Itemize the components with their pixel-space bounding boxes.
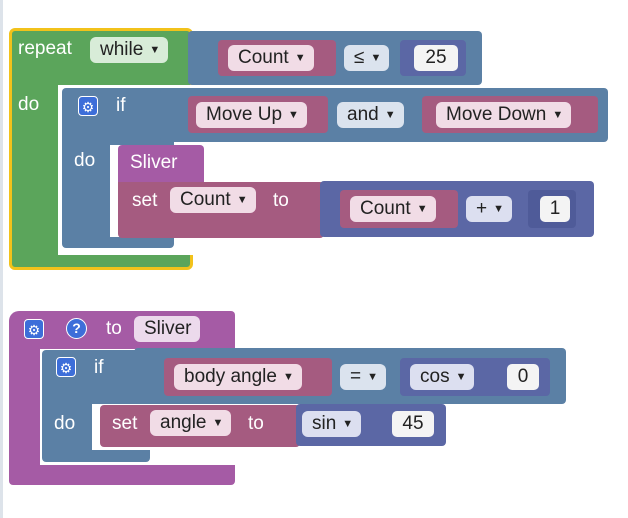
sin-function-value: sin: [312, 413, 337, 434]
cos-function-dropdown[interactable]: cos ▼: [410, 364, 475, 390]
repeat-mode-value: while: [100, 39, 144, 60]
move-down-dropdown[interactable]: Move Down ▼: [436, 102, 572, 128]
if-do-label: do: [74, 150, 96, 171]
chevron-down-icon: ▼: [493, 203, 504, 215]
body-angle-dropdown[interactable]: body angle ▼: [174, 364, 302, 390]
gear-icon[interactable]: ⚙: [78, 96, 98, 116]
chevron-down-icon: ▼: [294, 52, 306, 64]
set-count-variable-dropdown[interactable]: Count ▼: [170, 187, 256, 213]
body-angle-value: body angle: [184, 366, 277, 387]
equals-operator-dropdown[interactable]: = ▼: [340, 364, 386, 390]
workspace-edge: [0, 0, 3, 518]
number-input-45[interactable]: 45: [392, 411, 434, 437]
chevron-down-icon: ▼: [367, 371, 378, 383]
chevron-down-icon: ▼: [282, 371, 294, 383]
chevron-down-icon: ▼: [236, 194, 248, 206]
compare-operator-dropdown[interactable]: ≤ ▼: [344, 45, 390, 71]
chevron-down-icon: ▼: [552, 109, 564, 121]
set-angle-variable-dropdown[interactable]: angle ▼: [150, 410, 232, 436]
sliver-call-label: Sliver: [130, 152, 178, 173]
number-input-0[interactable]: 0: [507, 364, 539, 390]
sliver-call-label-box: Sliver: [124, 150, 184, 176]
and-operator-value: and: [347, 104, 379, 125]
if-label: if: [116, 95, 126, 116]
plus-operator-dropdown[interactable]: + ▼: [466, 196, 512, 222]
chevron-down-icon: ▼: [342, 418, 354, 430]
chevron-down-icon: ▼: [212, 417, 224, 429]
if2-do-label: do: [54, 413, 76, 434]
if2-label: if: [94, 357, 104, 378]
move-up-dropdown[interactable]: Move Up ▼: [196, 102, 307, 128]
set-to-label: to: [273, 190, 289, 211]
help-icon[interactable]: ?: [66, 318, 87, 339]
sliver-call-block[interactable]: [118, 145, 204, 185]
repeat-mode-dropdown[interactable]: while ▼: [90, 37, 169, 63]
number-input-1[interactable]: 1: [540, 196, 570, 222]
compare-operator-value: ≤: [354, 47, 365, 68]
equals-operator-value: =: [350, 366, 362, 387]
chevron-down-icon: ▼: [288, 109, 299, 121]
set-angle-variable-value: angle: [160, 412, 207, 433]
set-count-variable-value: Count: [180, 189, 231, 210]
procedure-name-value: Sliver: [144, 318, 192, 339]
and-operator-dropdown[interactable]: and ▼: [337, 102, 404, 128]
set-angle-to-label: to: [248, 413, 264, 434]
count-variable-value: Count: [238, 47, 289, 68]
chevron-down-icon: ▼: [455, 371, 467, 383]
chevron-down-icon: ▼: [416, 203, 428, 215]
set-angle-label: set: [112, 413, 138, 434]
cos-function-value: cos: [420, 366, 450, 387]
plus-operator-value: +: [476, 198, 488, 219]
move-up-value: Move Up: [206, 104, 283, 125]
procedure-name-field[interactable]: Sliver: [134, 316, 200, 342]
chevron-down-icon: ▼: [370, 52, 382, 64]
gear-icon[interactable]: ⚙: [56, 357, 76, 377]
count-expr-dropdown[interactable]: Count ▼: [350, 196, 436, 222]
count-variable-dropdown[interactable]: Count ▼: [228, 45, 314, 71]
repeat-label: repeat: [18, 38, 72, 59]
sin-function-dropdown[interactable]: sin ▼: [302, 411, 362, 437]
procedure-to-label: to: [106, 318, 122, 339]
gear-icon[interactable]: ⚙: [24, 319, 44, 339]
move-down-value: Move Down: [446, 104, 547, 125]
set-label: set: [132, 190, 158, 211]
count-expr-value: Count: [360, 198, 411, 219]
repeat-do-label: do: [18, 94, 40, 115]
chevron-down-icon: ▼: [384, 109, 396, 121]
chevron-down-icon: ▼: [149, 44, 161, 56]
number-input-25[interactable]: 25: [414, 45, 458, 71]
